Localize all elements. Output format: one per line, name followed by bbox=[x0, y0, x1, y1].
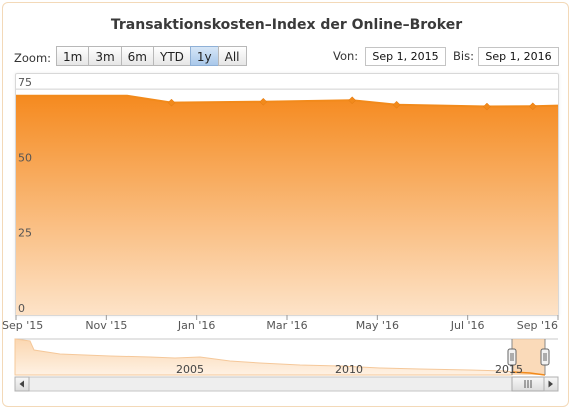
navigator-selected-series bbox=[511, 371, 546, 376]
zoom-3m-button[interactable]: 3m bbox=[88, 46, 122, 66]
x-tick-label: Mar '16 bbox=[266, 319, 307, 332]
zoom-ytd-button[interactable]: YTD bbox=[152, 46, 191, 66]
to-date-label: Bis: bbox=[453, 49, 474, 63]
navigator-year-label: 2010 bbox=[335, 363, 363, 376]
from-date-input[interactable]: Sep 1, 2015 bbox=[365, 47, 446, 66]
x-tick-label: Nov '15 bbox=[85, 319, 127, 332]
zoom-6m-button[interactable]: 6m bbox=[120, 46, 154, 66]
x-tick-label: May '16 bbox=[356, 319, 399, 332]
chart-title: Transaktionskosten–Index der Online–Brok… bbox=[110, 17, 463, 33]
data-point bbox=[392, 100, 401, 109]
series-line bbox=[16, 94, 559, 108]
x-tick-label: Sep '16 bbox=[517, 319, 558, 332]
data-point bbox=[167, 98, 176, 107]
y-tick-label: 0 bbox=[18, 302, 25, 315]
data-point bbox=[483, 102, 491, 111]
zoom-1y-button[interactable]: 1y bbox=[189, 46, 219, 66]
to-date-input[interactable]: Sep 1, 2016 bbox=[478, 47, 559, 66]
scrollbar-track[interactable] bbox=[14, 376, 559, 392]
arrow-right-icon bbox=[548, 380, 553, 388]
arrow-left-icon bbox=[19, 380, 24, 388]
data-point bbox=[348, 96, 357, 105]
y-tick-label: 75 bbox=[18, 76, 32, 89]
navigator-left-handle[interactable] bbox=[507, 348, 517, 366]
x-tick-label: Sep '15 bbox=[2, 319, 43, 332]
scrollbar[interactable] bbox=[14, 376, 559, 392]
zoom-all-button[interactable]: All bbox=[217, 46, 247, 66]
navigator: 2005 2010 2015 bbox=[14, 338, 558, 376]
x-tick-label: Jan '16 bbox=[177, 319, 215, 332]
zoom-label: Zoom: bbox=[14, 51, 52, 65]
y-tick-label: 50 bbox=[18, 151, 32, 164]
navigator-selected-range[interactable] bbox=[512, 339, 545, 375]
zoom-button-group: 1m 3m 6m YTD 1y All bbox=[56, 46, 247, 66]
navigator-series bbox=[14, 338, 513, 376]
data-point bbox=[259, 97, 268, 106]
navigator-year-label: 2005 bbox=[176, 363, 204, 376]
y-tick-label: 25 bbox=[18, 227, 32, 240]
series-area bbox=[16, 95, 558, 315]
data-point bbox=[528, 102, 537, 111]
from-date-label: Von: bbox=[333, 49, 359, 63]
navigator-year-label: 2015 bbox=[495, 363, 523, 376]
navigator-right-handle[interactable] bbox=[540, 348, 550, 366]
x-tick-label: Jul '16 bbox=[450, 319, 485, 332]
